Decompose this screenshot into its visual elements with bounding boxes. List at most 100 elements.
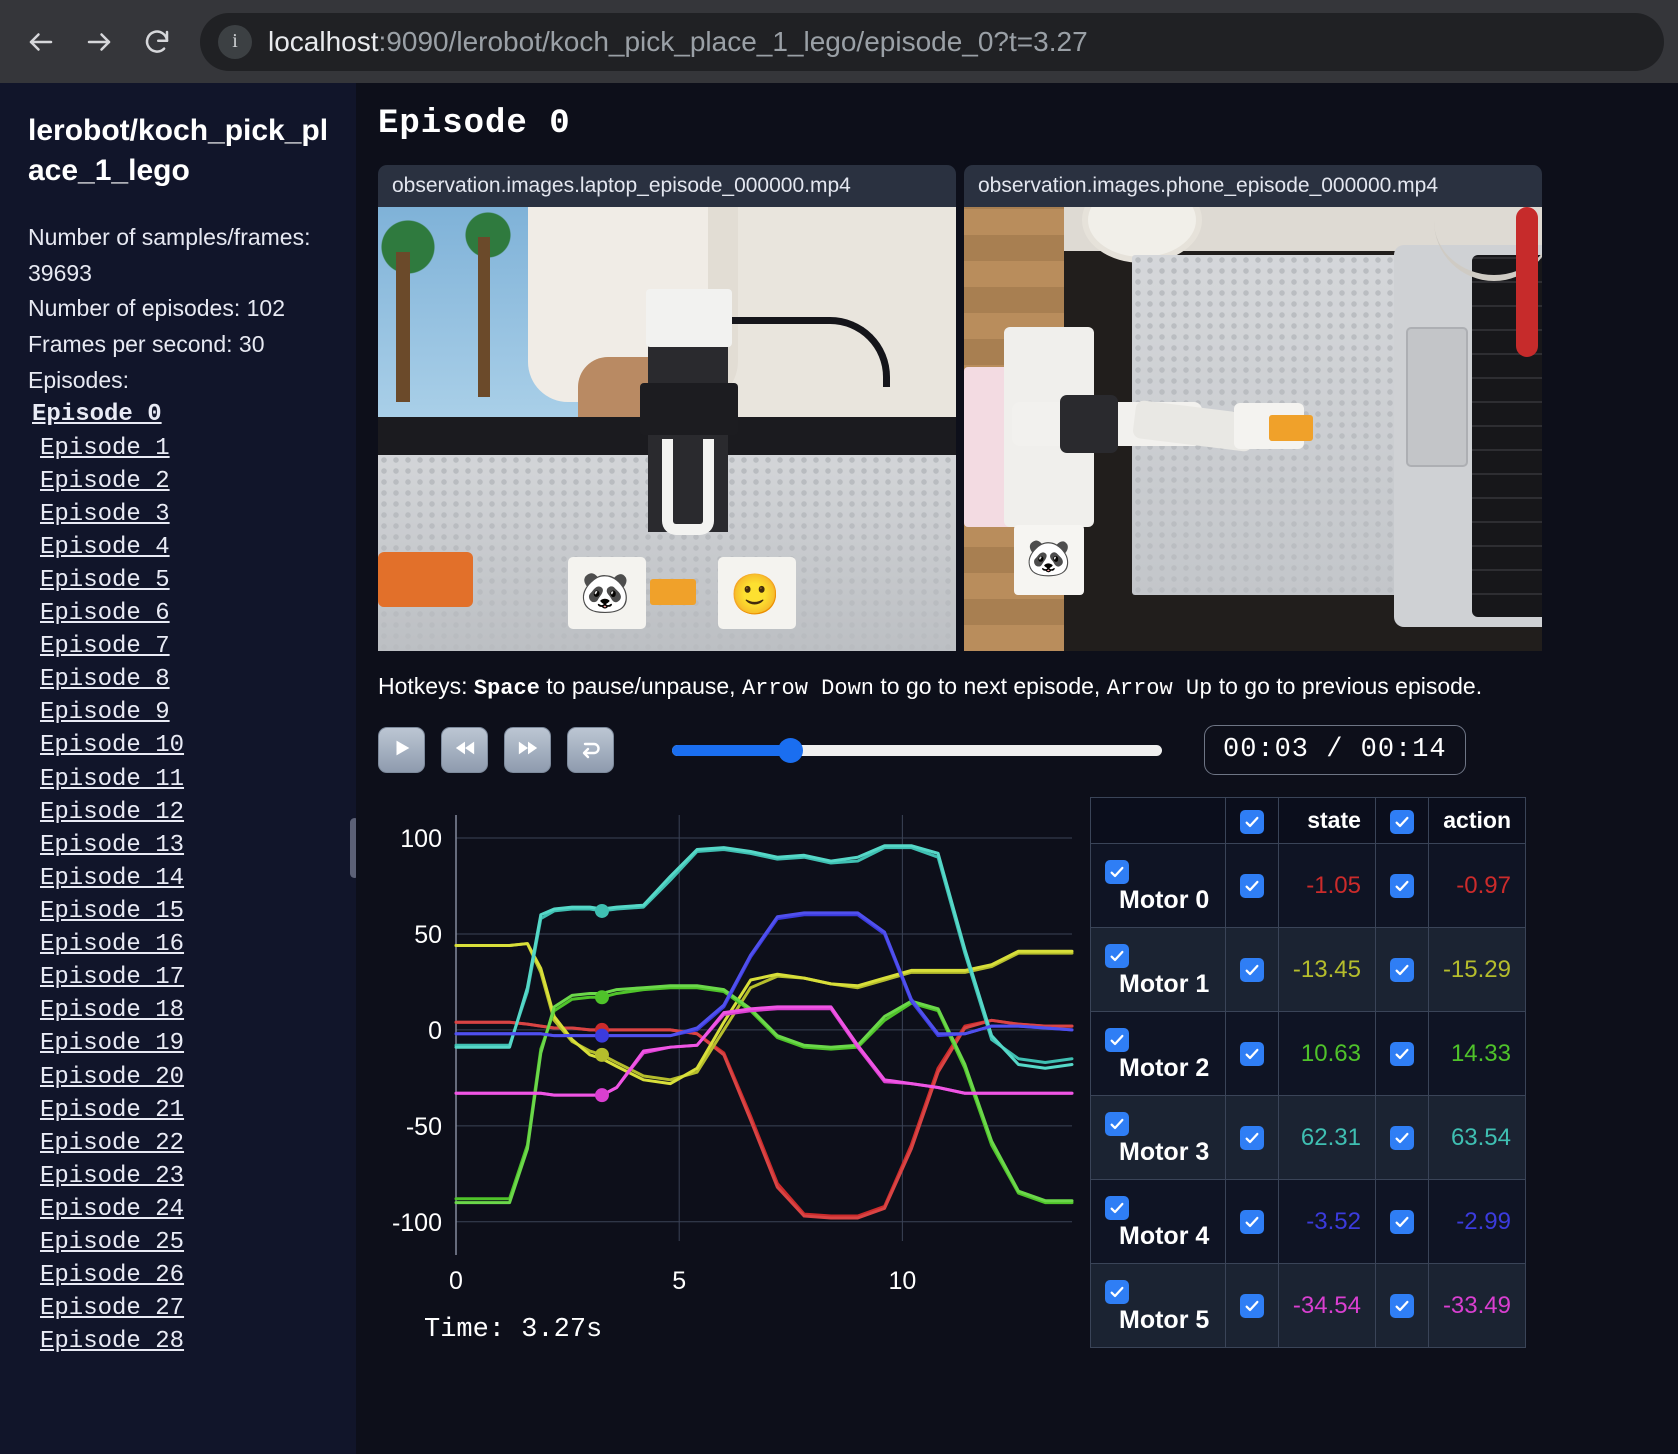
motor-action-checkbox-5[interactable] [1389,1293,1414,1318]
sidebar-item-episode-13[interactable]: Episode 13 [40,831,185,859]
motor-action-value-1: -15.29 [1427,927,1527,1012]
address-bar[interactable]: i localhost:9090/lerobot/koch_pick_place… [200,12,1664,71]
motor-row-label-cell-1[interactable]: Motor 1 [1090,927,1226,1012]
sidebar-item-episode-4[interactable]: Episode 4 [40,533,170,561]
sidebar-item-episode-3[interactable]: Episode 3 [40,500,170,528]
motor-row-label-5: Motor 5 [1119,1305,1210,1334]
motor-state-checkbox-1[interactable] [1239,957,1264,982]
sidebar-item-episode-18[interactable]: Episode 18 [40,997,185,1025]
sidebar-item-episode-16[interactable]: Episode 16 [40,931,185,959]
motor-table-body: Motor 0 -1.05 -0.97 Motor 1 -13.45 -15.29 Moto… [1090,843,1527,1348]
sidebar-item-episode-11[interactable]: Episode 11 [40,765,185,793]
seek-thumb[interactable] [777,738,803,763]
sidebar-item-episode-0[interactable]: Episode 0 [32,401,162,429]
sidebar-item-episode-24[interactable]: Episode 24 [40,1196,185,1224]
motor-row-label-cell-0[interactable]: Motor 0 [1090,843,1226,928]
motor-action-toggle-cell-2[interactable] [1374,1011,1429,1096]
sidebar-item-episode-7[interactable]: Episode 7 [40,633,170,661]
motor-action-checkbox-0[interactable] [1389,873,1414,898]
motor-state-checkbox-4[interactable] [1239,1209,1264,1234]
seek-slider[interactable] [672,738,1162,763]
motor-state-toggle-cell-2[interactable] [1224,1011,1279,1096]
motor-row-checkbox-5[interactable] [1105,1279,1129,1304]
video-controls: 00:03 / 00:14 [378,725,1678,775]
chart-series-8 [454,913,1074,1038]
hotkeys-help: Hotkeys: Space to pause/unpause, Arrow D… [378,673,1678,701]
sidebar-item-episode-1[interactable]: Episode 1 [40,434,170,462]
forward-button[interactable] [72,15,126,69]
motor-row-checkbox-1[interactable] [1105,943,1129,968]
sidebar-item-episode-12[interactable]: Episode 12 [40,798,185,826]
sidebar-item-episode-17[interactable]: Episode 17 [40,964,185,992]
motor-action-checkbox-3[interactable] [1389,1125,1414,1150]
sidebar-item-episode-15[interactable]: Episode 15 [40,898,185,926]
sidebar-resize-handle[interactable] [350,818,356,878]
chart-series-11 [454,1005,1074,1097]
sidebar-item-episode-23[interactable]: Episode 23 [40,1162,185,1190]
x-tick-label: 5 [672,1267,686,1295]
motor-state-checkbox-3[interactable] [1239,1125,1264,1150]
video-player-laptop[interactable] [378,207,956,651]
info-circle-icon[interactable]: i [218,24,252,59]
sidebar-item-episode-27[interactable]: Episode 27 [40,1295,185,1323]
rewind-button[interactable] [441,727,488,773]
motor-action-checkbox-1[interactable] [1389,957,1414,982]
motor-action-toggle-cell-3[interactable] [1374,1095,1429,1180]
sidebar-item-episode-2[interactable]: Episode 2 [40,467,170,495]
loop-button[interactable] [567,727,614,773]
sidebar-item-episode-22[interactable]: Episode 22 [40,1129,185,1157]
action-column-header: action [1427,797,1527,844]
motor-state-checkbox-0[interactable] [1239,873,1264,898]
timeseries-chart[interactable]: -100 -50 0 50 100 0 5 10 Time: 3.27s [378,797,1078,1345]
motor-row-checkbox-4[interactable] [1105,1195,1129,1220]
table-row: Motor 5 -34.54 -33.49 [1090,1263,1527,1348]
fast-forward-button[interactable] [504,727,551,773]
motor-state-toggle-cell-4[interactable] [1224,1179,1279,1264]
motor-action-checkbox-2[interactable] [1389,1041,1414,1066]
sidebar-item-episode-5[interactable]: Episode 5 [40,566,170,594]
motor-row-checkbox-2[interactable] [1105,1027,1129,1052]
sidebar-item-episode-14[interactable]: Episode 14 [40,864,185,892]
play-button[interactable] [378,727,425,773]
sidebar-item-episode-6[interactable]: Episode 6 [40,600,170,628]
motor-action-toggle-cell-4[interactable] [1374,1179,1429,1264]
motor-state-toggle-cell-5[interactable] [1224,1263,1279,1348]
motor-row-label-cell-4[interactable]: Motor 4 [1090,1179,1226,1264]
rewind-icon [453,737,477,764]
motor-action-toggle-cell-5[interactable] [1374,1263,1429,1348]
seek-track[interactable] [672,738,1162,763]
sidebar-item-episode-26[interactable]: Episode 26 [40,1262,185,1290]
motor-row-checkbox-0[interactable] [1105,859,1129,884]
state-column-checkbox[interactable] [1239,809,1264,834]
url-path: :9090/lerobot/koch_pick_place_1_lego/epi… [378,25,1088,57]
motor-state-checkbox-2[interactable] [1239,1041,1264,1066]
action-column-toggle-cell[interactable] [1374,797,1429,844]
sidebar-item-episode-8[interactable]: Episode 8 [40,666,170,694]
motor-action-checkbox-4[interactable] [1389,1209,1414,1234]
state-column-toggle-cell[interactable] [1224,797,1279,844]
motor-action-toggle-cell-1[interactable] [1374,927,1429,1012]
motor-state-toggle-cell-0[interactable] [1224,843,1279,928]
motor-state-checkbox-5[interactable] [1239,1293,1264,1318]
hotkey-space: Space [473,676,540,701]
motor-row-label-cell-2[interactable]: Motor 2 [1090,1011,1226,1096]
motor-row-label-cell-3[interactable]: Motor 3 [1090,1095,1226,1180]
back-button[interactable] [14,15,68,69]
sidebar-item-episode-21[interactable]: Episode 21 [40,1096,185,1124]
chart-series-5 [454,984,1074,1205]
motor-state-toggle-cell-3[interactable] [1224,1095,1279,1180]
sidebar-item-episode-25[interactable]: Episode 25 [40,1229,185,1257]
sidebar-item-episode-9[interactable]: Episode 9 [40,699,170,727]
action-column-checkbox[interactable] [1389,809,1414,834]
num-samples-label: Number of samples/frames: 39693 [28,224,311,286]
motor-row-label-cell-5[interactable]: Motor 5 [1090,1263,1226,1348]
motor-action-toggle-cell-0[interactable] [1374,843,1429,928]
motor-row-checkbox-3[interactable] [1105,1111,1129,1136]
sidebar-item-episode-20[interactable]: Episode 20 [40,1063,185,1091]
reload-button[interactable] [130,15,184,69]
motor-state-toggle-cell-1[interactable] [1224,927,1279,1012]
sidebar-item-episode-10[interactable]: Episode 10 [40,732,185,760]
sidebar-item-episode-28[interactable]: Episode 28 [40,1328,185,1356]
sidebar-item-episode-19[interactable]: Episode 19 [40,1030,185,1058]
video-player-phone[interactable] [964,207,1542,651]
